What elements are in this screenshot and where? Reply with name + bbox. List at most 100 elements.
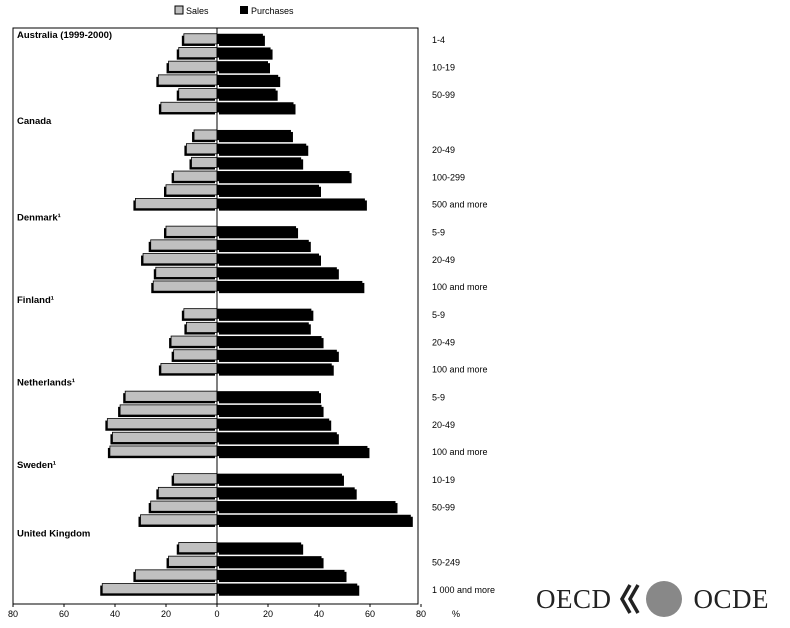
purchases-bar-shadow — [219, 173, 352, 184]
group-label: United Kingdom — [17, 529, 90, 540]
sales-bar — [160, 363, 218, 375]
sales-bar — [183, 308, 218, 320]
sales-bar — [168, 555, 218, 567]
purchases-bar-shadow — [219, 365, 334, 376]
x-tick-label: 40 — [110, 609, 120, 619]
x-tick-label: 80 — [416, 609, 426, 619]
size-class-label: 100 and more — [432, 447, 488, 457]
purchases-bar-shadow — [219, 475, 344, 486]
purchases-bar-shadow — [219, 503, 398, 514]
purchases-bar-shadow — [219, 351, 339, 362]
purchases-bar-shadow — [219, 200, 367, 211]
sales-bar — [160, 101, 218, 113]
size-class-label: 50-99 — [432, 90, 455, 100]
purchases-bar-shadow — [219, 489, 357, 500]
sales-bar — [193, 129, 218, 141]
size-class-label: 1-4 — [432, 35, 445, 45]
size-class-label: 100-299 — [432, 172, 465, 182]
legend-label-sales: Sales — [186, 6, 209, 16]
x-tick-label: 0 — [214, 609, 219, 619]
sales-bar — [191, 156, 218, 168]
legend-swatch-purchases — [240, 6, 248, 14]
purchases-bar-shadow — [219, 104, 296, 115]
size-class-label: 10-19 — [432, 62, 455, 72]
size-class-label: 5-9 — [432, 392, 445, 402]
logo-left-text: OECD — [536, 583, 612, 614]
purchases-bar-shadow — [219, 228, 299, 239]
purchases-bar-shadow — [219, 406, 324, 418]
plot-frame — [12, 27, 419, 605]
purchases-bar-shadow — [219, 35, 265, 46]
size-class-label: 1 000 and more — [432, 585, 495, 595]
group-label: Netherlands¹ — [17, 377, 75, 388]
sales-bar — [155, 266, 218, 278]
x-tick-label: 80 — [8, 609, 18, 619]
x-tick-label: 60 — [365, 609, 375, 619]
sales-bar — [124, 390, 218, 402]
purchases-bar-shadow — [219, 241, 311, 253]
sales-bar — [178, 88, 218, 100]
purchases-bar-shadow — [219, 434, 339, 445]
purchases-bar-shadow — [219, 420, 332, 431]
oecd-logo: OECD OCDE — [536, 576, 786, 622]
legend-swatch-sales — [174, 5, 184, 15]
sales-bar — [178, 47, 218, 59]
sales-bar — [152, 280, 218, 292]
sales-bar — [173, 170, 218, 182]
purchases-bar-shadow — [219, 90, 278, 101]
sales-bar — [157, 486, 218, 498]
purchases-bar-shadow — [219, 76, 281, 88]
sales-bar — [134, 569, 218, 581]
purchases-bar-shadow — [219, 63, 270, 74]
group-label: Australia (1999-2000) — [17, 30, 112, 41]
size-class-label: 5-9 — [432, 227, 445, 237]
purchases-bar-shadow — [219, 282, 365, 294]
purchases-bar-shadow — [219, 558, 324, 569]
size-class-label: 50-99 — [432, 502, 455, 512]
purchases-bar-shadow — [219, 516, 413, 527]
size-class-label: 100 and more — [432, 282, 488, 292]
sales-bar — [173, 473, 218, 485]
size-class-label: 20-49 — [432, 255, 455, 265]
purchases-bar-shadow — [219, 324, 311, 335]
size-class-label: 100 and more — [432, 365, 488, 375]
x-tick-label: 20 — [161, 609, 171, 619]
purchases-bar-shadow — [219, 338, 324, 349]
sales-bar — [106, 418, 218, 430]
sales-bar — [157, 74, 218, 86]
x-tick-label: 20 — [263, 609, 273, 619]
group-label: Denmark¹ — [17, 212, 61, 223]
purchases-bar-shadow — [219, 159, 304, 170]
group-label: Canada — [17, 116, 52, 127]
sales-bar — [134, 198, 218, 210]
size-class-label: 500 and more — [432, 200, 488, 210]
sales-bar — [185, 143, 218, 155]
sales-bar — [109, 445, 218, 457]
sales-bar — [165, 225, 218, 237]
purchases-bar-shadow — [219, 269, 339, 280]
sales-bar — [165, 184, 218, 196]
purchases-bar-shadow — [219, 145, 309, 156]
size-class-label: 20-49 — [432, 420, 455, 430]
legend-label-purchases: Purchases — [251, 6, 294, 16]
sales-bar — [140, 514, 218, 526]
sales-bar — [173, 349, 218, 361]
purchases-bar-shadow — [219, 49, 273, 60]
sales-bar — [112, 431, 218, 443]
purchases-bar-shadow — [219, 571, 347, 583]
sales-bar — [150, 239, 218, 251]
group-label: Finland¹ — [17, 295, 54, 306]
sales-bar — [119, 404, 218, 416]
sales-bar — [168, 60, 218, 72]
x-tick-label: 60 — [59, 609, 69, 619]
purchases-bar-shadow — [219, 544, 304, 555]
purchases-bar-shadow — [219, 255, 321, 266]
group-label: Sweden¹ — [17, 460, 56, 471]
size-class-label: 5-9 — [432, 310, 445, 320]
purchases-bar-shadow — [219, 393, 321, 404]
globe-icon — [618, 579, 688, 619]
purchases-bar-shadow — [219, 585, 360, 596]
sales-bar — [170, 335, 218, 347]
size-class-label: 20-49 — [432, 337, 455, 347]
size-class-label: 10-19 — [432, 475, 455, 485]
